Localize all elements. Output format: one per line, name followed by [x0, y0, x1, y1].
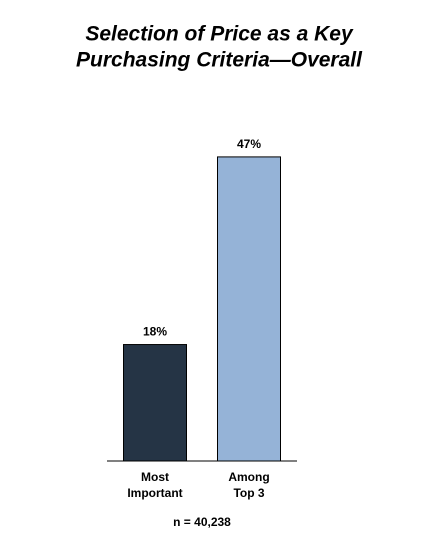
- x-tick-label: Among: [228, 470, 269, 484]
- x-tick-label: Most: [141, 470, 169, 484]
- value-label: 18%: [143, 325, 167, 339]
- sample-note: n = 40,238: [173, 515, 231, 529]
- chart-title: Purchasing Criteria—Overall: [76, 49, 363, 72]
- value-label: 47%: [237, 137, 261, 151]
- x-tick-label: Top 3: [233, 486, 264, 500]
- bar: [123, 344, 187, 462]
- chart-title: Selection of Price as a Key: [85, 23, 354, 46]
- bar: [217, 156, 281, 462]
- x-tick-label: Important: [127, 486, 182, 500]
